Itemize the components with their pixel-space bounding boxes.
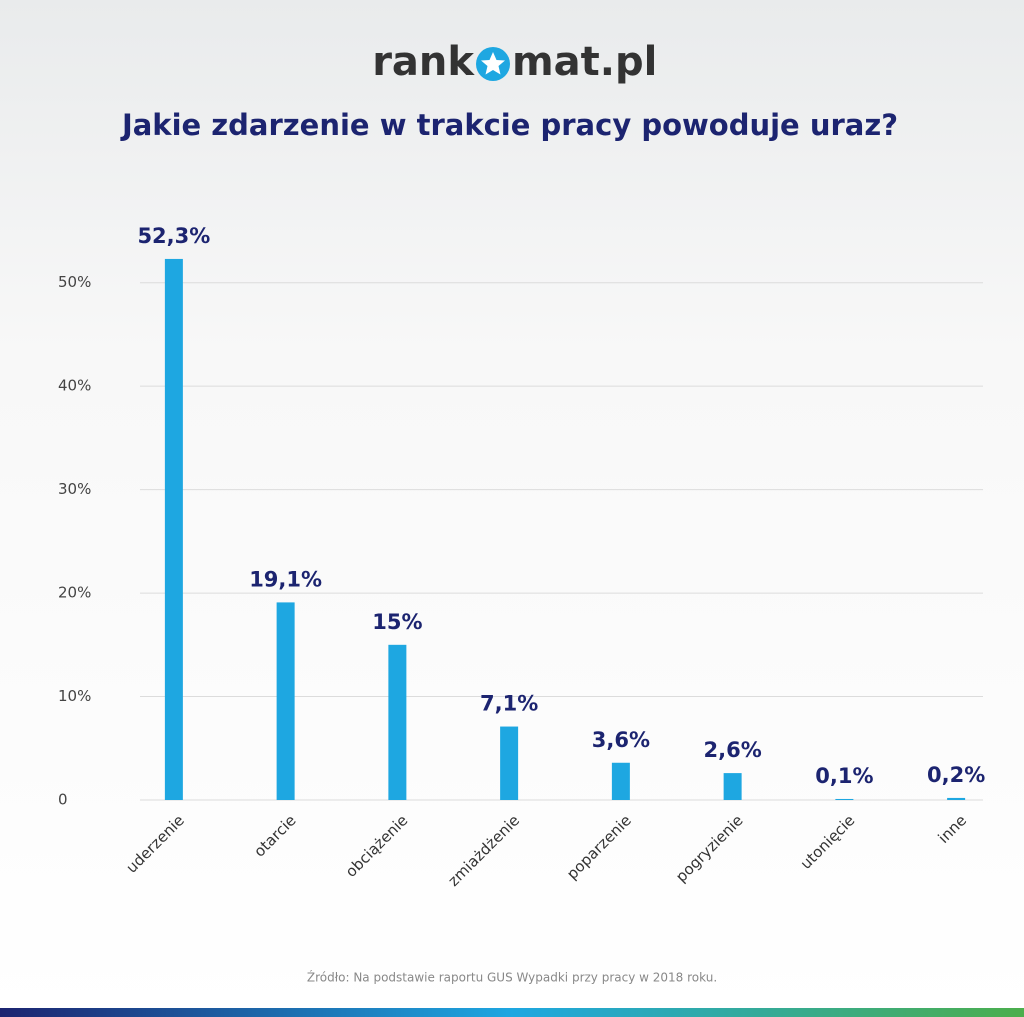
value-label: 0,2% <box>927 763 985 787</box>
bar <box>611 762 630 800</box>
bar <box>723 773 742 800</box>
y-tick-label: 50% <box>58 273 91 291</box>
bar <box>276 602 295 800</box>
y-tick-label: 20% <box>58 584 91 602</box>
logo-icon <box>476 47 510 81</box>
logo-left: rank <box>372 39 475 85</box>
bar <box>947 797 966 800</box>
value-label: 2,6% <box>704 738 762 762</box>
y-tick-label: 0 <box>58 791 68 809</box>
bar <box>835 798 854 800</box>
bar <box>500 726 519 800</box>
y-tick-label: 30% <box>58 480 91 498</box>
chart-title: Jakie zdarzenie w trakcie pracy powoduje… <box>120 108 898 142</box>
value-label: 52,3% <box>137 224 210 248</box>
source: Źródło: Na podstawie raportu GUS Wypadki… <box>307 970 717 985</box>
value-label: 3,6% <box>592 728 650 752</box>
value-label: 15% <box>372 610 422 634</box>
bar <box>164 258 183 800</box>
value-label: 7,1% <box>480 692 538 716</box>
y-tick-label: 10% <box>58 687 91 705</box>
footer-bar <box>0 1008 1024 1017</box>
bar <box>388 644 407 800</box>
logo-right: mat.pl <box>512 39 657 85</box>
y-tick-label: 40% <box>58 377 91 395</box>
value-label: 0,1% <box>815 764 873 788</box>
value-label: 19,1% <box>249 567 322 591</box>
